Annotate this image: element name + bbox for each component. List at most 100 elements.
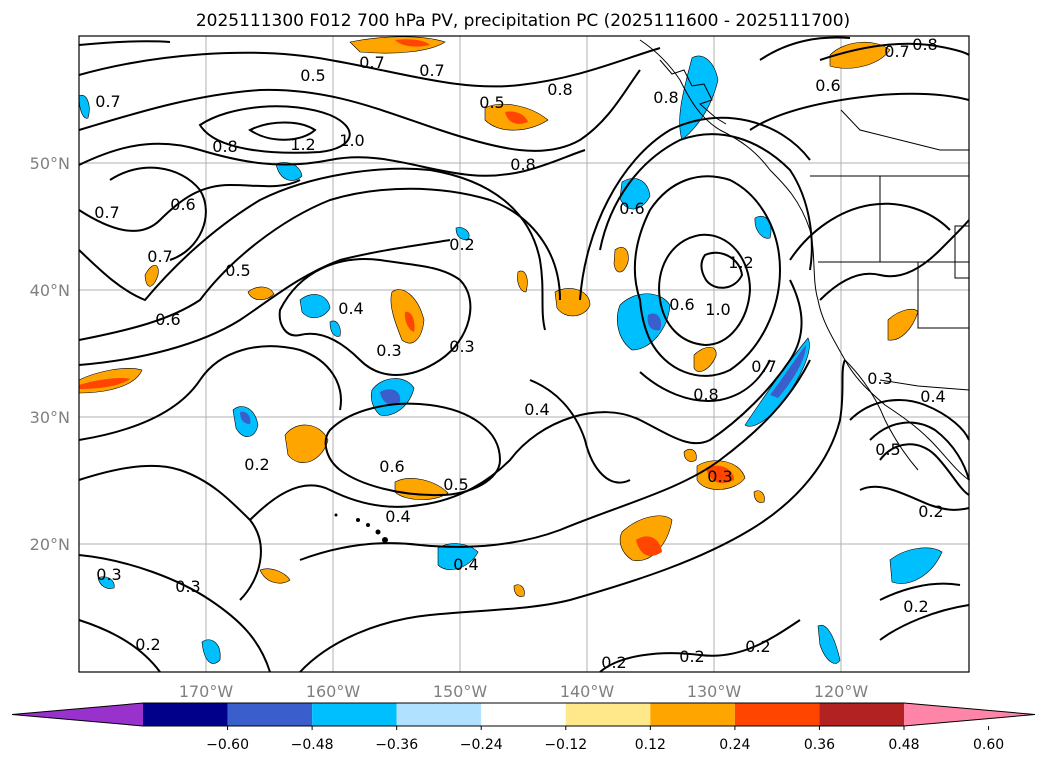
contour-label: 0.2	[449, 235, 474, 254]
colorbar-segment	[481, 703, 566, 726]
pv-contour	[879, 582, 961, 601]
precip-negative	[78, 94, 90, 119]
precip-positive	[144, 264, 159, 287]
contour-label: 0.4	[920, 387, 945, 406]
precip-strong-positive	[395, 39, 430, 47]
precip-negative	[754, 216, 772, 239]
baja-coast	[844, 359, 919, 471]
colorbar: −0.60 −0.48 −0.36 −0.24 −0.12 0.12 0.24 0.36 0.4…	[11, 702, 1036, 753]
lon-tick-label: 140°W	[560, 682, 615, 701]
pv-contour	[789, 202, 951, 261]
precip-strong-positive	[505, 111, 528, 124]
precip-positive	[247, 286, 275, 301]
colorbar-segment	[650, 703, 735, 726]
contour-label: 1.0	[339, 131, 364, 150]
colorbar-tick-label: 0.12	[635, 737, 666, 753]
precip-positive	[517, 270, 528, 293]
contour-label: 0.7	[751, 357, 776, 376]
precip-negative	[889, 547, 943, 584]
lat-tick-labels: 50°N 40°N 30°N 20°N	[30, 154, 70, 554]
pv-contour	[109, 166, 207, 261]
colorbar-extend-min	[12, 703, 143, 726]
pv-contour	[78, 345, 342, 441]
pv-contour	[78, 40, 171, 46]
contour-label: 1.2	[290, 135, 315, 154]
precip-positive	[259, 568, 291, 584]
lat-tick-label: 30°N	[30, 408, 70, 427]
lon-tick-label: 170°W	[179, 682, 234, 701]
contour-label: 0.7	[359, 53, 384, 72]
colorbar-segment	[396, 703, 482, 726]
contour-label: 0.7	[147, 247, 172, 266]
contour-label: 0.8	[653, 88, 678, 107]
contour-label: 0.2	[601, 653, 626, 672]
colorbar-outline	[11, 702, 1036, 727]
pv-contour	[749, 92, 970, 131]
contour-label: 0.5	[300, 66, 325, 85]
map-background	[79, 36, 969, 672]
figure-title: 2025111300 F012 700 hPa PV, precipitatio…	[196, 11, 850, 31]
precip-strong-positive	[404, 311, 415, 332]
colorbar-segment	[312, 703, 397, 726]
border-north	[840, 109, 969, 151]
pv-contour	[879, 604, 970, 641]
contour-label: 0.8	[510, 155, 535, 174]
island	[334, 513, 338, 517]
lon-tick-label: 160°W	[306, 682, 361, 701]
pv-contour	[78, 187, 561, 341]
precip-negative	[97, 576, 115, 589]
contour-label: 0.2	[135, 635, 160, 654]
pv-contour	[869, 421, 970, 481]
island	[382, 537, 388, 543]
precip-negative	[275, 162, 303, 181]
precip-positive	[613, 247, 629, 273]
contour-label: 0.3	[707, 467, 732, 486]
pv-contour	[579, 116, 811, 301]
precip-negative	[455, 227, 470, 241]
lat-tick-label: 20°N	[30, 535, 70, 554]
colorbar-tick-label: 0.48	[888, 737, 919, 753]
precip-positive	[513, 584, 525, 597]
pv-contour	[299, 359, 811, 561]
precip-positive	[683, 448, 697, 462]
pv-contour	[78, 47, 661, 88]
colorbar-tick-label: −0.12	[544, 737, 587, 753]
pv-contour	[529, 379, 631, 484]
coast-islands	[659, 59, 727, 125]
pv-contour	[599, 619, 801, 673]
colorbar-segment	[143, 703, 228, 726]
precip-positive	[284, 424, 329, 463]
pv-contour	[78, 142, 586, 177]
pv-contour	[879, 443, 970, 496]
north-america-coast	[639, 39, 970, 481]
colorbar-segment	[227, 703, 313, 726]
contour-label: 0.6	[379, 457, 404, 476]
border-mexico	[879, 379, 970, 391]
pv-contour	[759, 36, 851, 61]
pv-contour	[859, 485, 970, 511]
contour-label: 0.6	[669, 295, 694, 314]
pv-contour	[633, 175, 782, 377]
contour-label: 0.5	[225, 261, 250, 280]
island	[375, 529, 381, 535]
hawaii-islands	[334, 513, 388, 543]
pv-contour	[819, 42, 970, 61]
pv-contour	[78, 69, 641, 152]
pv-contour	[249, 279, 803, 521]
contour-label: 0.8	[547, 80, 572, 99]
lon-tick-label: 150°W	[433, 682, 488, 701]
contour-label: 0.5	[479, 93, 504, 112]
contour-label: 0.3	[449, 337, 474, 356]
contour-label: 0.4	[453, 555, 478, 574]
colorbar-tick-label: 0.36	[804, 737, 835, 753]
contour-label: 0.6	[619, 199, 644, 218]
pv-contour	[198, 105, 351, 154]
precip-positive	[349, 36, 446, 54]
lon-tick-labels: 170°W 160°W 150°W 140°W 130°W 120°W	[179, 682, 869, 701]
pv-contour	[700, 251, 744, 289]
contour-label: 0.4	[385, 507, 410, 526]
precip-strong-negative	[380, 389, 401, 405]
contour-label: 0.6	[815, 76, 840, 95]
pv-contour	[78, 464, 262, 601]
